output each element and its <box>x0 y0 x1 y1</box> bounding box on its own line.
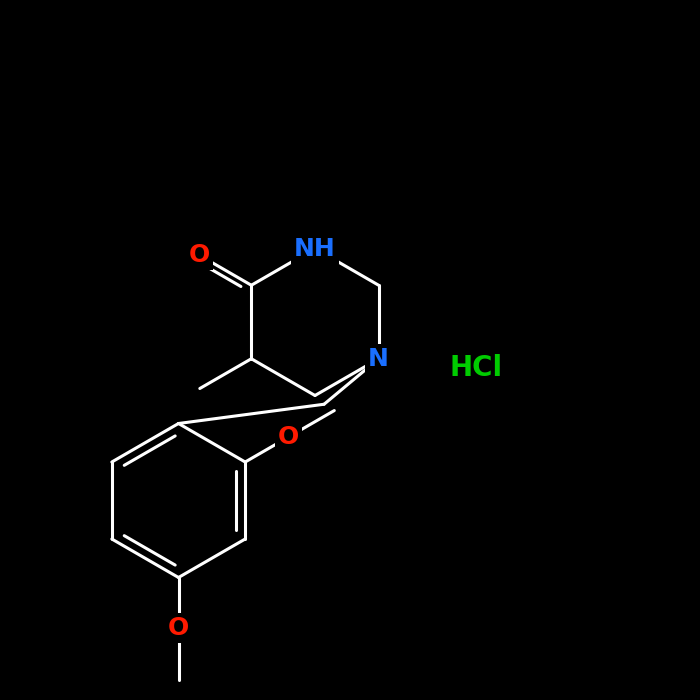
Text: O: O <box>168 616 189 640</box>
Text: O: O <box>189 244 211 267</box>
Text: N: N <box>368 346 389 371</box>
Text: NH: NH <box>294 237 336 260</box>
Text: HCl: HCl <box>449 354 503 382</box>
Text: O: O <box>278 425 300 449</box>
